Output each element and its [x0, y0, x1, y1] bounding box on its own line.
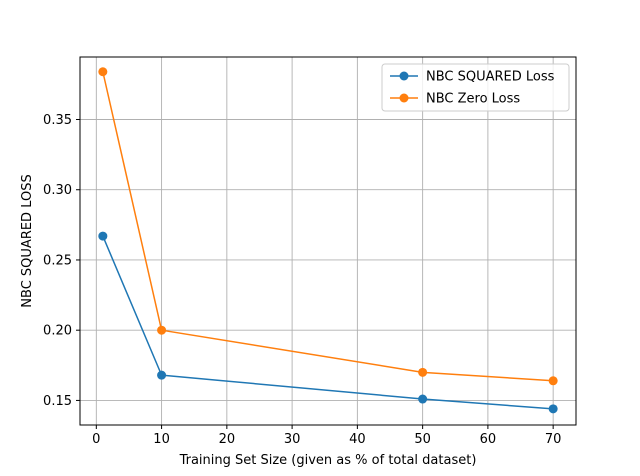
x-axis-label: Training Set Size (given as % of total d… — [179, 453, 477, 468]
y-tick-label: 0.15 — [43, 394, 72, 409]
legend-item: NBC SQUARED Loss — [390, 70, 555, 85]
data-point — [418, 394, 428, 404]
data-point — [157, 325, 167, 335]
x-tick-label: 70 — [545, 432, 562, 447]
x-tick-label: 20 — [219, 432, 236, 447]
series-layer — [98, 67, 558, 414]
x-tick-label: 0 — [92, 432, 100, 447]
legend-swatch-marker — [399, 93, 409, 103]
x-tick-label: 60 — [480, 432, 497, 447]
legend-item: NBC Zero Loss — [390, 92, 520, 107]
series-1 — [98, 231, 558, 414]
series-line — [102, 71, 554, 382]
x-tick-label: 40 — [349, 432, 366, 447]
x-axis-ticks: 0 10 20 30 40 50 60 70 — [92, 425, 561, 447]
legend-box — [381, 63, 570, 112]
y-tick-label: 0.30 — [43, 183, 72, 198]
series-2 — [98, 67, 558, 386]
plot-frame — [79, 56, 577, 426]
y-axis-ticks: 0.15 0.20 0.25 0.30 0.35 — [43, 113, 80, 409]
legend-items: NBC SQUARED Loss NBC Zero Loss — [390, 70, 555, 107]
y-tick-label: 0.35 — [43, 113, 72, 128]
x-tick-label: 50 — [414, 432, 431, 447]
data-point — [548, 404, 558, 414]
legend-label: NBC Zero Loss — [426, 92, 520, 107]
x-tick-label: 10 — [153, 432, 170, 447]
y-tick-label: 0.20 — [43, 324, 72, 339]
legend: NBC SQUARED Loss NBC Zero Loss — [381, 63, 570, 112]
data-point — [157, 370, 167, 380]
x-tick-label: 30 — [284, 432, 301, 447]
grid — [80, 57, 576, 425]
y-tick-label: 0.25 — [43, 253, 72, 268]
data-point — [98, 67, 108, 77]
legend-label: NBC SQUARED Loss — [426, 70, 555, 85]
data-point — [548, 376, 558, 386]
legend-swatch-marker — [399, 71, 409, 81]
data-point — [418, 367, 428, 377]
series-line — [102, 235, 554, 410]
y-axis-label: NBC SQUARED LOSS — [20, 174, 35, 307]
data-point — [98, 231, 108, 241]
